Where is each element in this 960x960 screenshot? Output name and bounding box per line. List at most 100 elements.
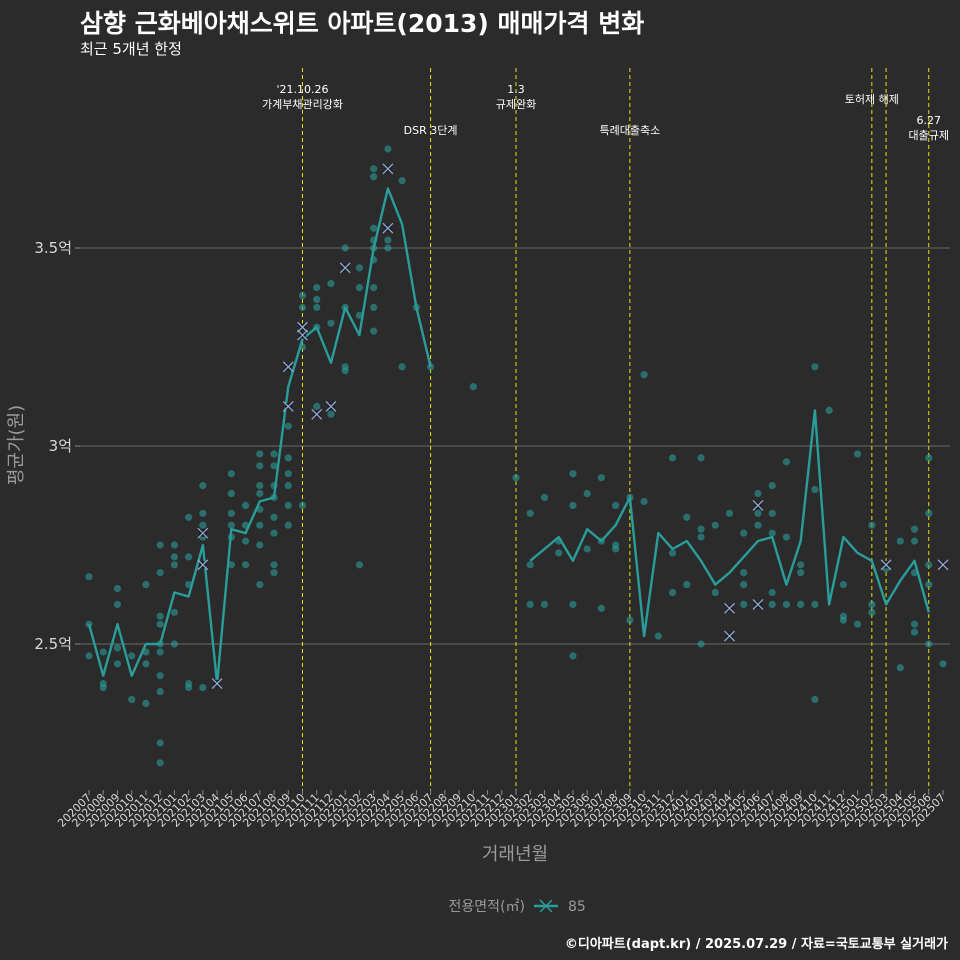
transaction-point xyxy=(569,501,577,509)
transaction-point xyxy=(113,660,122,668)
transaction-point xyxy=(811,695,819,704)
transaction-point xyxy=(113,584,122,593)
transaction-point xyxy=(170,553,178,561)
transaction-point xyxy=(185,513,193,521)
transaction-point xyxy=(868,608,876,616)
transaction-point xyxy=(811,485,819,494)
transaction-point xyxy=(398,177,406,185)
transaction-point xyxy=(569,470,577,478)
transaction-point xyxy=(270,561,278,569)
chart-subtitle: 최근 5개년 한정 xyxy=(80,40,182,58)
transaction-point xyxy=(754,489,762,498)
transaction-point xyxy=(697,533,705,541)
transaction-point xyxy=(925,640,933,648)
transaction-point xyxy=(256,521,264,529)
transaction-point xyxy=(355,284,364,292)
transaction-point xyxy=(270,450,278,458)
transaction-point xyxy=(241,537,250,545)
transaction-point xyxy=(313,402,321,410)
transaction-point xyxy=(298,303,307,311)
transaction-point xyxy=(640,497,648,506)
transaction-point xyxy=(370,173,378,181)
transaction-point xyxy=(925,509,933,517)
transaction-point xyxy=(910,620,919,628)
transaction-point xyxy=(156,739,164,747)
transaction-point xyxy=(370,165,378,173)
transaction-point xyxy=(540,600,549,609)
transaction-point xyxy=(654,632,662,640)
transaction-point xyxy=(156,687,164,696)
transaction-point xyxy=(740,600,748,609)
transaction-point xyxy=(284,470,292,478)
transaction-point xyxy=(156,648,164,656)
y-tick-label: 3억 xyxy=(49,437,72,455)
event-label: 대출규제 xyxy=(909,129,949,142)
transaction-point xyxy=(341,367,349,375)
cancelled-mark xyxy=(382,163,394,175)
transaction-point xyxy=(569,652,577,660)
transaction-point xyxy=(355,264,364,272)
x-axis-ticks: 2020072020082020092020102020112020122021… xyxy=(55,790,948,830)
transaction-point xyxy=(256,581,264,589)
event-label: 6.27 xyxy=(917,114,942,127)
transaction-point xyxy=(313,295,321,304)
transaction-point xyxy=(725,509,734,517)
cancelled-mark xyxy=(197,527,209,539)
transaction-point xyxy=(540,493,549,502)
transaction-point xyxy=(910,537,919,545)
transaction-point xyxy=(768,588,776,597)
transaction-point xyxy=(925,454,933,462)
y-tick-label: 3.5억 xyxy=(34,239,72,257)
legend: 전용면적(㎡) 85 xyxy=(449,899,586,915)
transaction-point xyxy=(327,319,335,327)
transaction-point xyxy=(256,489,264,498)
transaction-point xyxy=(370,224,378,232)
event-label: 토허제 해제 xyxy=(845,92,899,106)
transaction-point xyxy=(199,509,207,517)
transaction-point xyxy=(241,561,250,569)
legend-title: 전용면적(㎡) xyxy=(449,899,525,915)
cancelled-mark xyxy=(724,630,735,642)
transaction-point xyxy=(313,284,321,292)
transaction-point xyxy=(384,145,392,153)
transaction-point xyxy=(797,561,805,569)
transaction-point xyxy=(284,422,292,430)
transaction-point xyxy=(270,529,278,537)
cancelled-mark xyxy=(382,222,394,234)
transaction-point xyxy=(156,569,164,577)
transaction-point xyxy=(740,569,748,577)
transaction-point xyxy=(854,620,862,628)
cancelled-mark xyxy=(339,262,351,274)
transaction-point xyxy=(270,569,278,577)
transaction-point xyxy=(327,280,335,288)
y-axis-label: 평균가(원) xyxy=(6,405,27,485)
legend-item-85: 85 xyxy=(568,899,586,915)
transaction-point xyxy=(327,410,335,418)
transaction-point xyxy=(227,521,235,529)
transaction-point xyxy=(227,489,235,498)
transaction-point xyxy=(256,450,264,458)
transaction-point xyxy=(156,541,164,549)
event-label: '21.10.26 xyxy=(276,83,328,96)
cancelled-mark xyxy=(197,559,209,571)
transaction-point xyxy=(896,664,904,672)
transaction-point xyxy=(668,588,677,597)
transaction-point xyxy=(227,561,235,569)
cancelled-mark xyxy=(282,400,294,412)
transaction-point xyxy=(185,553,193,561)
transaction-point xyxy=(370,284,378,292)
transaction-point xyxy=(227,509,235,517)
transaction-point xyxy=(782,600,791,609)
transaction-point xyxy=(355,561,364,569)
legend-key-icon xyxy=(534,899,558,913)
transaction-point xyxy=(85,573,93,581)
transaction-point xyxy=(384,236,392,244)
transaction-point xyxy=(910,525,919,533)
transaction-point xyxy=(256,541,264,549)
event-label: 규제완화 xyxy=(496,98,536,111)
cancelled-mark xyxy=(282,361,294,373)
transaction-point xyxy=(768,529,776,537)
transaction-point xyxy=(99,648,107,656)
transaction-point xyxy=(896,537,904,545)
